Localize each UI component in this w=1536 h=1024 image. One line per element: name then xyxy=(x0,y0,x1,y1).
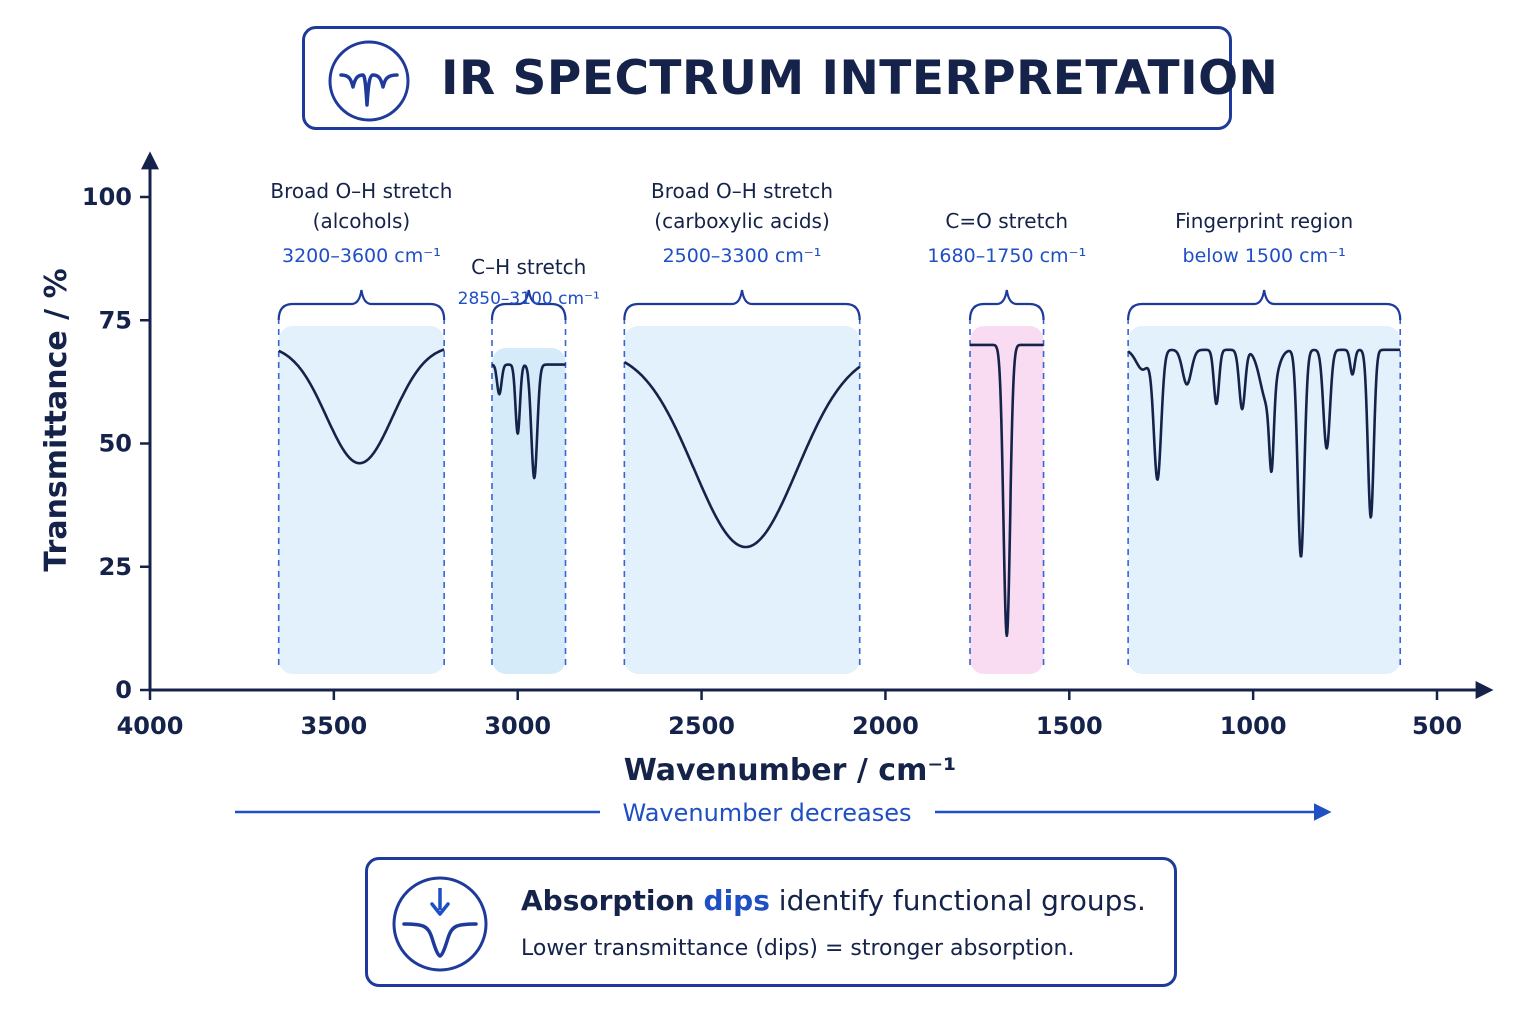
region-bracket xyxy=(1127,289,1402,321)
absorption-dip-icon xyxy=(392,876,488,972)
region-fill xyxy=(491,348,566,674)
takeaway-subline: Lower transmittance (dips) = stronger ab… xyxy=(521,936,1075,961)
region-label: Fingerprint region xyxy=(1175,209,1353,233)
region-label: (carboxylic acids) xyxy=(654,209,829,233)
region-label: (alcohols) xyxy=(313,209,411,233)
x-tick-label: 2500 xyxy=(668,712,735,740)
x-tick-label: 1500 xyxy=(1036,712,1103,740)
y-tick-label: 75 xyxy=(99,306,132,334)
region-bracket xyxy=(277,289,446,321)
y-tick-label: 0 xyxy=(115,676,132,704)
y-axis-label: Transmittance / % xyxy=(39,268,74,571)
ir-dip-icon xyxy=(328,40,410,122)
region-fill xyxy=(970,326,1044,674)
y-tick-label: 25 xyxy=(99,553,132,581)
x-tick-label: 1000 xyxy=(1220,712,1287,740)
y-tick-label: 50 xyxy=(99,430,132,458)
page-title: IR SPECTRUM INTERPRETATION xyxy=(441,51,1279,106)
region-range-label: 1680–1750 cm⁻¹ xyxy=(927,245,1086,267)
x-tick-label: 3500 xyxy=(300,712,367,740)
title-banner: IR SPECTRUM INTERPRETATION xyxy=(302,26,1278,130)
x-tick-label: 4000 xyxy=(117,712,184,740)
region-label: Broad O–H stretch xyxy=(270,179,452,203)
takeaway-box: Absorption dips identify functional grou… xyxy=(365,857,1177,987)
region-range-label: 2850–3100 cm⁻¹ xyxy=(458,289,600,309)
direction-note: Wavenumber decreases xyxy=(623,799,912,827)
takeaway-headline: Absorption dips identify functional grou… xyxy=(521,884,1146,917)
spectrum-curve xyxy=(491,363,567,480)
region-label: C=O stretch xyxy=(945,209,1068,233)
headline-word-dips: dips xyxy=(703,884,770,917)
region-range-label: 3200–3600 cm⁻¹ xyxy=(282,245,441,267)
region-fill xyxy=(278,326,445,674)
x-axis-label: Wavenumber / cm⁻¹ xyxy=(624,753,957,788)
headline-word-absorption: Absorption xyxy=(521,884,695,917)
region-fill xyxy=(624,326,860,674)
region-bracket xyxy=(490,289,567,321)
region-fill xyxy=(1128,326,1401,674)
region-range-label: 2500–3300 cm⁻¹ xyxy=(663,245,822,267)
headline-rest: identify functional groups. xyxy=(778,884,1146,917)
x-tick-label: 3000 xyxy=(484,712,551,740)
spectrum-curve xyxy=(1127,348,1401,558)
region-bracket xyxy=(623,289,861,321)
region-range-label: below 1500 cm⁻¹ xyxy=(1183,245,1346,267)
region-label: Broad O–H stretch xyxy=(651,179,833,203)
direction-arrow: Wavenumber decreases xyxy=(235,799,1332,827)
y-tick-label: 100 xyxy=(82,183,132,211)
spectrum-curve xyxy=(969,343,1045,638)
spectrum-curve xyxy=(277,348,446,465)
x-tick-label: 500 xyxy=(1412,712,1462,740)
spectrum-curve xyxy=(623,360,861,549)
region-bracket xyxy=(968,289,1045,321)
region-label: C–H stretch xyxy=(471,255,586,279)
x-tick-label: 2000 xyxy=(852,712,919,740)
